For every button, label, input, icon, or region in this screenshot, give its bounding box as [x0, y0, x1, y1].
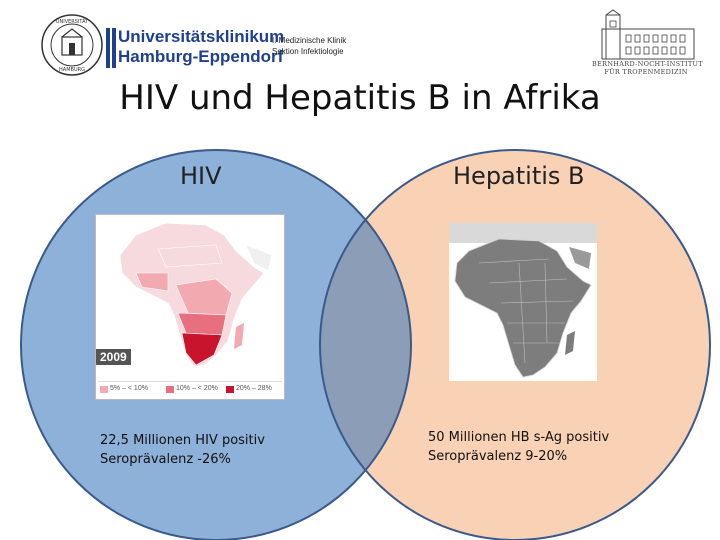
university-seal-logo: UNIVERSITÄT HAMBURG — [41, 14, 103, 76]
legend-swatch-3 — [226, 386, 234, 393]
map-legend: 5% – < 10% 10% – < 20% 20% – 28% — [98, 381, 282, 396]
bni-line-1: BERNHARD-NOCHT-INSTITUT — [592, 60, 703, 68]
hiv-stat-count: 22,5 Millionen HIV positiv — [100, 433, 265, 448]
uke-line-1: Universitätsklinikum — [118, 27, 285, 46]
africa-shape-grey — [454, 238, 592, 378]
bni-building-logo — [601, 9, 695, 60]
legend-item-3: 20% – 28% — [236, 385, 272, 392]
svg-text:HAMBURG: HAMBURG — [59, 67, 85, 73]
hepatitis-b-stats: 50 Millionen HB s-Ag positiv Seroprävale… — [428, 428, 609, 466]
legend-item-1: 5% – < 10% — [110, 385, 148, 392]
hepatitis-b-map — [449, 223, 597, 381]
hiv-stats: 22,5 Millionen HIV positiv Seroprävalenz… — [100, 431, 265, 469]
hiv-label: HIV — [180, 162, 222, 190]
uke-stripe-logo — [106, 28, 116, 68]
department-line-2: Sektion Infektiologie — [272, 47, 344, 56]
map-year-badge: 2009 — [96, 349, 131, 365]
uke-wordmark: Universitätsklinikum Hamburg-Eppendorf — [118, 27, 284, 67]
department-line-1: I. Medizinische Klinik — [272, 36, 347, 45]
uke-line-2: Hamburg-Eppendorf — [118, 47, 284, 66]
svg-text:UNIVERSITÄT: UNIVERSITÄT — [56, 18, 89, 25]
legend-swatch-2 — [166, 386, 174, 393]
bni-caption: BERNHARD-NOCHT-INSTITUT FÜR TROPENMEDIZI… — [592, 60, 703, 76]
page-title: HIV und Hepatitis B in Afrika — [119, 78, 601, 118]
bni-line-2: FÜR TROPENMEDIZIN — [604, 68, 688, 76]
legend-swatch-1 — [100, 386, 108, 393]
hiv-prevalence-map: 2009 5% – < 10% 10% – < 20% 20% – 28% — [95, 214, 285, 400]
hepatitis-b-label: Hepatitis B — [453, 162, 585, 190]
hepatitis-b-stat-count: 50 Millionen HB s-Ag positiv — [428, 430, 610, 445]
hiv-stat-prevalence: Seroprävalenz -26% — [100, 452, 231, 467]
legend-item-2: 10% – < 20% — [176, 385, 218, 392]
hepatitis-b-stat-prevalence: Seroprävalenz 9-20% — [428, 449, 568, 464]
department-label: I. Medizinische Klinik Sektion Infektiol… — [272, 35, 346, 57]
